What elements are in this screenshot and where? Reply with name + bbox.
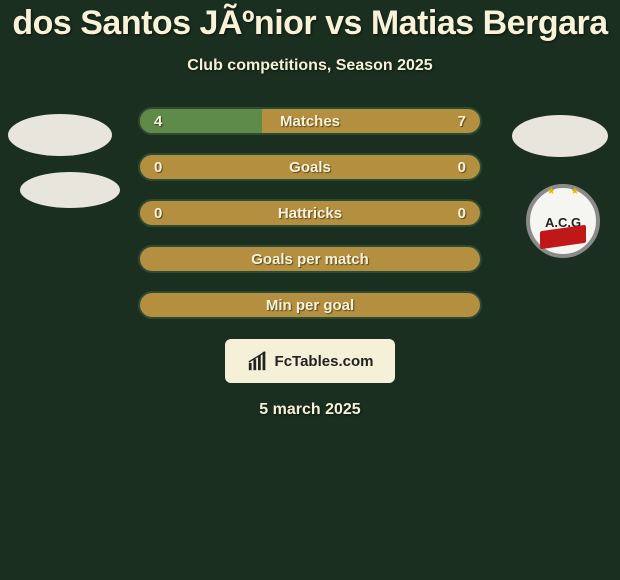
club-stars-icon: ★ ★ (547, 186, 586, 197)
club-badge-acg: ★ ★ A.C.G (526, 184, 600, 258)
stat-row-mpg: Min per goal (138, 291, 482, 319)
stats-container: 4 Matches 7 0 Goals 0 0 Hattricks 0 Goal… (138, 107, 482, 319)
player1-club-avatar (20, 172, 120, 208)
stat-left-value: 4 (140, 113, 200, 130)
stat-row-hattricks: 0 Hattricks 0 (138, 199, 482, 227)
stat-label: Hattricks (200, 205, 420, 222)
branding-box: FcTables.com (225, 339, 395, 383)
player2-avatar (512, 115, 608, 157)
page-title: dos Santos JÃºnior vs Matias Bergara (0, 4, 620, 43)
stat-left-value: 0 (140, 159, 200, 176)
stat-label: Goals per match (200, 251, 420, 268)
subtitle: Club competitions, Season 2025 (0, 57, 620, 75)
stat-label: Goals (200, 159, 420, 176)
stat-right-value: 0 (420, 205, 480, 222)
stat-label: Min per goal (200, 297, 420, 314)
player1-avatar (8, 114, 112, 156)
stat-row-matches: 4 Matches 7 (138, 107, 482, 135)
branding-text: FcTables.com (275, 353, 374, 370)
date-text: 5 march 2025 (0, 401, 620, 419)
stat-row-goals: 0 Goals 0 (138, 153, 482, 181)
stat-left-value: 0 (140, 205, 200, 222)
player2-club-badge: ★ ★ A.C.G (520, 178, 606, 264)
stat-right-value: 7 (420, 113, 480, 130)
stat-row-gpm: Goals per match (138, 245, 482, 273)
stat-label: Matches (200, 113, 420, 130)
content-wrap: dos Santos JÃºnior vs Matias Bergara Clu… (0, 0, 620, 419)
stat-right-value: 0 (420, 159, 480, 176)
bar-chart-icon (247, 350, 269, 372)
